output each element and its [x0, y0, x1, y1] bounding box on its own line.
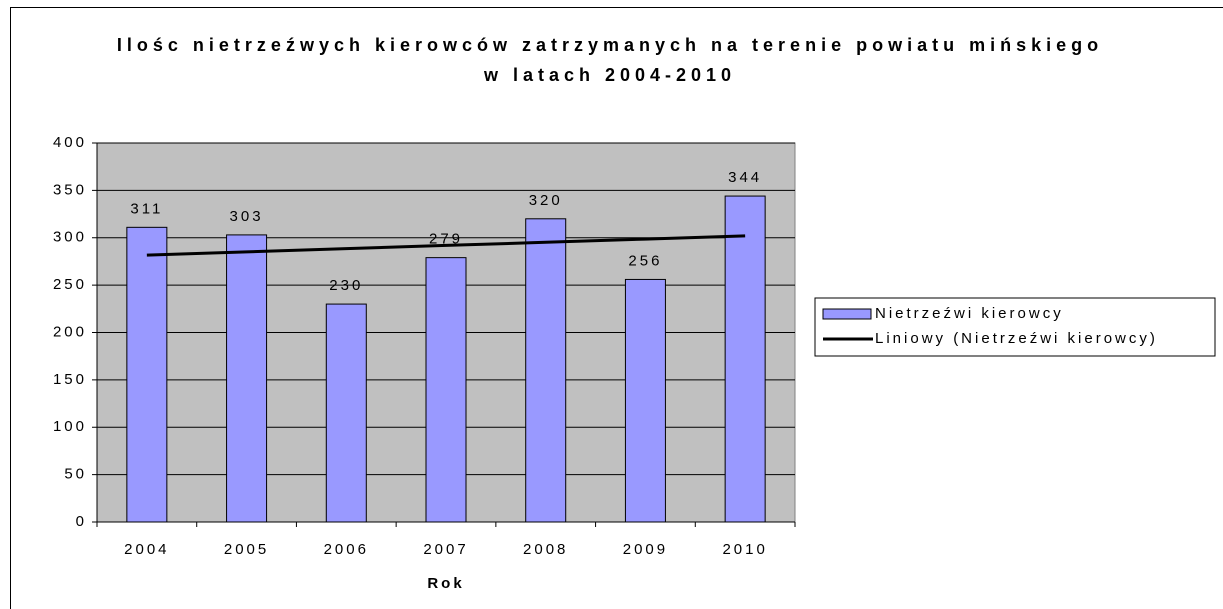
y-tick-label: 100	[53, 418, 87, 435]
bar	[525, 218, 567, 523]
legend-label: Nietrzeźwi kierowcy	[875, 305, 1064, 322]
bar	[624, 278, 666, 523]
data-label: 311	[130, 200, 163, 217]
x-axis-label: Rok	[427, 575, 464, 592]
y-tick-label: 150	[53, 371, 87, 388]
y-tick-label: 400	[53, 134, 87, 151]
x-tick-label: 2008	[523, 541, 568, 558]
bar	[226, 234, 268, 523]
x-tick-label: 2007	[423, 541, 468, 558]
data-label: 344	[728, 169, 762, 186]
data-label: 320	[529, 192, 563, 209]
bar	[325, 303, 367, 523]
x-tick-label: 2005	[224, 541, 269, 558]
y-tick-label: 300	[53, 229, 87, 246]
x-tick-label: 2010	[722, 541, 767, 558]
y-tick-label: 350	[53, 181, 87, 198]
data-label: 256	[628, 252, 662, 269]
bar	[126, 226, 168, 523]
data-label: 303	[230, 208, 264, 225]
y-tick-label: 250	[53, 276, 87, 293]
y-tick-label: 200	[53, 323, 87, 340]
trend-line	[146, 234, 746, 257]
legend-label: Liniowy (Nietrzeźwi kierowcy)	[875, 330, 1158, 347]
bar	[425, 257, 467, 523]
x-tick-label: 2006	[324, 541, 369, 558]
y-tick-label: 50	[64, 466, 87, 483]
x-tick-label: 2009	[623, 541, 668, 558]
legend-swatch	[822, 308, 872, 320]
x-tick-label: 2004	[124, 541, 169, 558]
legend-box	[814, 297, 1216, 357]
data-label: 230	[329, 277, 363, 294]
chart-title: Ilośc nietrzeźwych kierowców zatrzymanyc…	[116, 35, 1104, 85]
y-tick-label: 0	[76, 513, 87, 530]
bar	[724, 195, 766, 523]
data-label: 279	[429, 231, 463, 248]
